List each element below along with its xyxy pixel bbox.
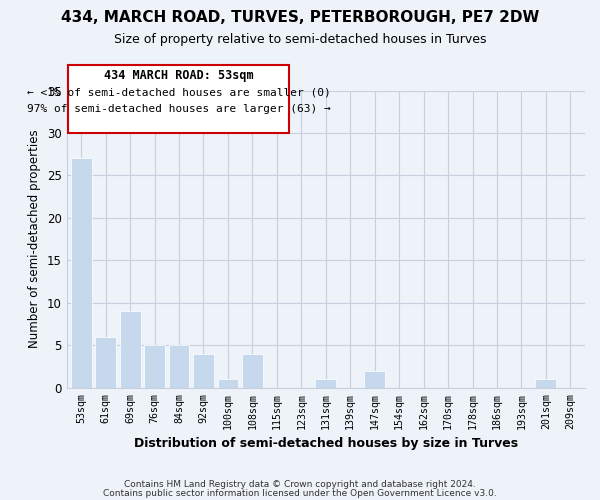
Bar [364, 371, 385, 388]
Bar [95, 337, 116, 388]
Bar [144, 346, 165, 388]
Text: 97% of semi-detached houses are larger (63) →: 97% of semi-detached houses are larger (… [26, 104, 330, 114]
Text: ← <1% of semi-detached houses are smaller (0): ← <1% of semi-detached houses are smalle… [26, 87, 330, 97]
Bar [120, 312, 140, 388]
Bar [535, 380, 556, 388]
Text: 434, MARCH ROAD, TURVES, PETERBOROUGH, PE7 2DW: 434, MARCH ROAD, TURVES, PETERBOROUGH, P… [61, 10, 539, 25]
Text: 434 MARCH ROAD: 53sqm: 434 MARCH ROAD: 53sqm [104, 68, 253, 82]
Y-axis label: Number of semi-detached properties: Number of semi-detached properties [28, 130, 41, 348]
Bar [169, 346, 190, 388]
Bar [218, 380, 238, 388]
FancyBboxPatch shape [68, 65, 289, 133]
Text: Contains public sector information licensed under the Open Government Licence v3: Contains public sector information licen… [103, 490, 497, 498]
Bar [71, 158, 92, 388]
X-axis label: Distribution of semi-detached houses by size in Turves: Distribution of semi-detached houses by … [134, 437, 518, 450]
Text: Contains HM Land Registry data © Crown copyright and database right 2024.: Contains HM Land Registry data © Crown c… [124, 480, 476, 489]
Bar [193, 354, 214, 388]
Bar [242, 354, 263, 388]
Text: Size of property relative to semi-detached houses in Turves: Size of property relative to semi-detach… [114, 32, 486, 46]
Bar [316, 380, 336, 388]
